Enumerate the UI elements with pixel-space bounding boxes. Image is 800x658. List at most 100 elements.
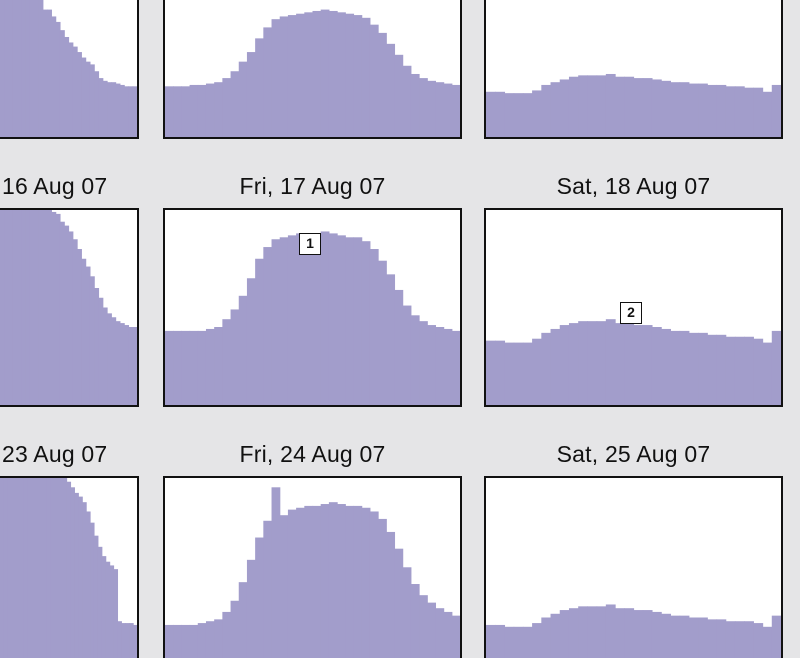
area-step [94,288,100,405]
area-step [679,615,690,658]
area-step [419,595,428,658]
area-step [716,619,727,658]
area-step [173,86,182,137]
area-step [17,210,23,405]
area-step [230,71,240,137]
panel-r1c0 [0,208,139,407]
area-step [98,78,104,137]
area-step [605,319,616,405]
area-step [246,52,256,137]
area-step [443,328,453,405]
area-step [25,0,31,137]
area-step [522,626,533,658]
area-step [661,328,671,405]
area-step [378,260,387,405]
area-step [279,515,289,658]
area-step [222,319,232,405]
area-step [410,315,420,405]
area-step [50,478,56,658]
area-plot-r1c0 [0,210,137,405]
area-step [670,330,681,405]
area-plot-r1c1 [165,231,460,405]
area-step [410,73,420,137]
area-step [762,91,773,137]
area-step [82,502,87,658]
area-step [181,330,191,405]
area-step [72,239,78,405]
area-step [532,338,542,405]
area-step [238,582,248,658]
area-step [68,42,74,137]
area-step [102,307,108,405]
area-step [230,309,240,405]
area-step [165,330,174,405]
area-step [214,327,223,405]
area-step [670,615,681,658]
date-label-24-aug: Fri, 24 Aug 07 [239,441,386,467]
area-step [443,611,453,658]
area-step [504,342,515,405]
area-step [550,613,561,658]
area-step [197,623,207,658]
area-step [698,617,708,658]
area-step [128,327,134,405]
area-step [263,247,273,405]
area-step [716,84,727,137]
area-step [378,32,387,137]
area-step [624,323,635,405]
area-step [119,323,125,405]
area-step [21,0,27,137]
panel-r2c2 [484,476,783,658]
area-step [29,0,35,137]
area-step [86,511,91,658]
area-step [97,546,103,658]
area-step [34,210,40,405]
date-label-16-aug: 16 Aug 07 [2,173,108,199]
area-step [378,518,387,658]
area-step [753,87,764,137]
area-step [744,336,754,405]
area-step [753,623,764,658]
area-step [771,615,781,658]
area-step [679,330,690,405]
area-step [12,0,18,137]
area-step [85,61,91,137]
area-step [21,210,27,405]
area-step [55,213,61,405]
area-step [513,626,524,658]
area-step [624,608,635,658]
area-step [31,478,36,658]
area-step [255,258,264,405]
area-step [633,78,644,137]
area-step [698,83,708,137]
area-step [230,600,240,658]
area-step [102,80,108,137]
area-step [386,43,396,137]
area-step [238,61,248,137]
area-step [532,90,542,137]
area-step [328,502,338,658]
area-step [386,274,396,405]
area-step [42,9,48,137]
area-step [125,623,130,658]
area-step [707,334,718,405]
area-step [58,478,64,658]
area-step [642,610,653,658]
area-step [3,478,9,658]
area-step [111,317,117,405]
area-step [435,327,445,405]
area-step [624,76,635,137]
area-step [263,520,273,658]
area-step [353,237,363,405]
area-step [568,76,579,137]
area-step [165,86,174,137]
area-step [23,478,28,658]
panel-r0c0 [0,0,139,139]
area-step [62,478,68,658]
area-plot-r0c1 [165,9,460,137]
area-step [38,210,44,405]
area-step [287,235,297,405]
area-step [419,321,428,405]
area-step [353,15,363,137]
